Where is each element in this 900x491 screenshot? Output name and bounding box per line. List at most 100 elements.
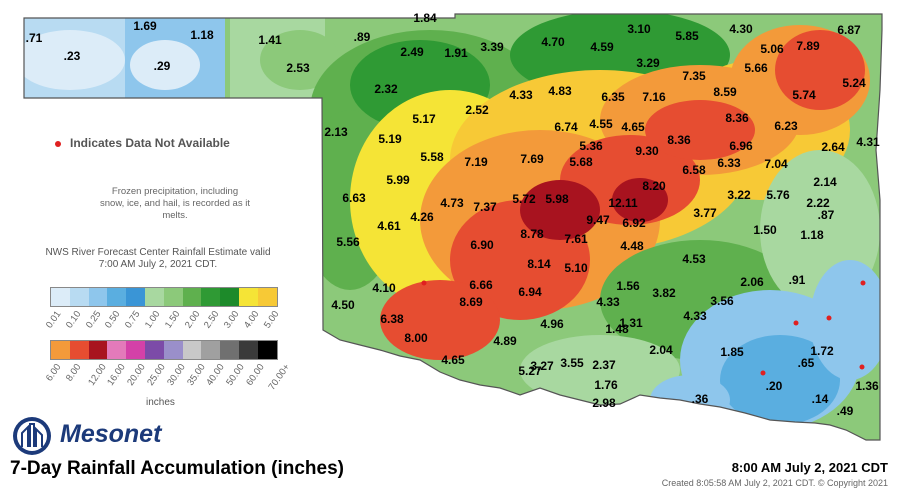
station-value: 6.92	[622, 216, 646, 230]
station-value: 5.76	[766, 188, 790, 202]
scale-label: 2.00	[182, 309, 203, 331]
scale-label: 60.00	[244, 362, 267, 388]
created-note: Created 8:05:58 AM July 2, 2021 CDT. © C…	[661, 478, 888, 488]
station-value: 8.00	[404, 331, 428, 345]
station-value: 6.38	[380, 312, 404, 326]
station-value: 4.50	[331, 298, 355, 312]
scale-label: 20.00	[125, 362, 148, 388]
station-value: 2.14	[813, 175, 837, 189]
scale-swatch	[257, 288, 277, 306]
station-value: 6.35	[601, 90, 625, 104]
scale-label: 25.00	[145, 362, 168, 388]
scale-label: 2.50	[202, 309, 222, 331]
station-value: 3.82	[652, 286, 676, 300]
station-value: 3.10	[627, 22, 651, 36]
station-value: 6.58	[682, 163, 706, 177]
scale-label: 16.00	[105, 362, 129, 388]
scale-swatch	[144, 288, 164, 306]
station-value: 5.98	[545, 192, 569, 206]
station-value: 6.90	[470, 238, 494, 252]
scale-swatch	[182, 341, 202, 359]
station-value: 8.36	[725, 111, 749, 125]
legend-missing-note: Indicates Data Not Available	[70, 136, 230, 150]
station-value: 9.30	[635, 144, 659, 158]
unit-label: inches	[146, 397, 175, 408]
scale-label: 40.00	[204, 362, 228, 388]
station-value: 3.39	[480, 40, 504, 54]
station-value: 4.33	[683, 309, 707, 323]
station-value: .49	[837, 404, 854, 418]
station-value: 5.17	[412, 112, 436, 126]
station-value: 4.96	[540, 317, 564, 331]
station-value: 5.24	[842, 76, 866, 90]
station-value: 4.65	[441, 353, 465, 367]
scale-swatch	[220, 288, 239, 306]
station-value: 4.48	[620, 239, 644, 253]
scale-swatch	[238, 288, 258, 306]
station-value: .14	[812, 392, 829, 406]
station-value: 4.59	[590, 40, 614, 54]
station-value: 8.78	[520, 227, 544, 241]
station-value: 3.27	[530, 359, 554, 373]
station-value: .23	[64, 49, 81, 63]
station-value: 4.61	[377, 219, 401, 233]
station-value: 1.18	[800, 228, 824, 242]
station-value: 8.69	[459, 295, 483, 309]
station-value: 6.87	[837, 23, 861, 37]
mesonet-logo-icon	[13, 417, 51, 455]
station-value: 1.76	[594, 378, 618, 392]
station-value: 1.85	[720, 345, 744, 359]
station-value: 5.85	[675, 29, 699, 43]
station-value: 1.50	[753, 223, 777, 237]
station-value: 1.48	[605, 322, 629, 336]
scale-label: 50.00	[224, 362, 247, 388]
station-value: 6.94	[518, 285, 542, 299]
station-value: 8.36	[667, 133, 691, 147]
station-value: 4.53	[682, 252, 706, 266]
station-value: 3.55	[560, 356, 584, 370]
scale-swatch	[126, 341, 145, 359]
scale-swatch	[88, 341, 108, 359]
station-value: .91	[789, 273, 806, 287]
scale-label: 12.00	[85, 362, 109, 388]
missing-data-markers	[421, 280, 866, 376]
station-value: .29	[154, 59, 171, 73]
station-value: 5.19	[378, 132, 402, 146]
station-value: 9.47	[586, 213, 610, 227]
station-value: 8.59	[713, 85, 737, 99]
station-value: 8.14	[527, 257, 551, 271]
station-value: 4.55	[589, 117, 613, 131]
station-value: 1.36	[855, 379, 879, 393]
station-value: 2.04	[649, 343, 673, 357]
station-value: 6.23	[774, 119, 798, 133]
station-value: 2.06	[740, 275, 764, 289]
station-value: 4.10	[372, 281, 396, 295]
station-values: .71 .23 1.69 1.18 .29 1.41 2.53 .89 1.84 2.49 1.91…	[26, 11, 880, 418]
scale-label: 30.00	[164, 362, 188, 388]
color-scale-low	[50, 287, 278, 307]
station-value: 7.89	[796, 39, 820, 53]
scale-swatch	[163, 288, 183, 306]
station-value: 2.98	[592, 396, 616, 410]
scale-label: 1.00	[142, 309, 163, 331]
station-value: 1.18	[190, 28, 214, 42]
station-value: 6.63	[342, 191, 366, 205]
station-value: 4.30	[729, 22, 753, 36]
station-value: 6.66	[469, 278, 493, 292]
scale-swatch	[69, 341, 89, 359]
station-value: 5.72	[512, 192, 536, 206]
station-value: 7.19	[464, 155, 488, 169]
scale-swatch	[69, 288, 89, 306]
station-value: 1.69	[133, 19, 157, 33]
station-value: 4.65	[621, 120, 645, 134]
scale-swatch	[144, 341, 164, 359]
station-value: 5.58	[420, 150, 444, 164]
scale-label: 70.00+	[266, 362, 293, 393]
nws-estimate-note: NWS River Forecast Center Rainfall Estim…	[45, 247, 271, 270]
scale-swatch	[201, 341, 221, 359]
scale-label: 0.50	[103, 309, 123, 331]
scale-labels-low: 0.01 0.10 0.25 0.50 0.75 1.00 1.50 2.00 2.50 3.00…	[44, 309, 290, 339]
station-value: 7.04	[764, 157, 788, 171]
